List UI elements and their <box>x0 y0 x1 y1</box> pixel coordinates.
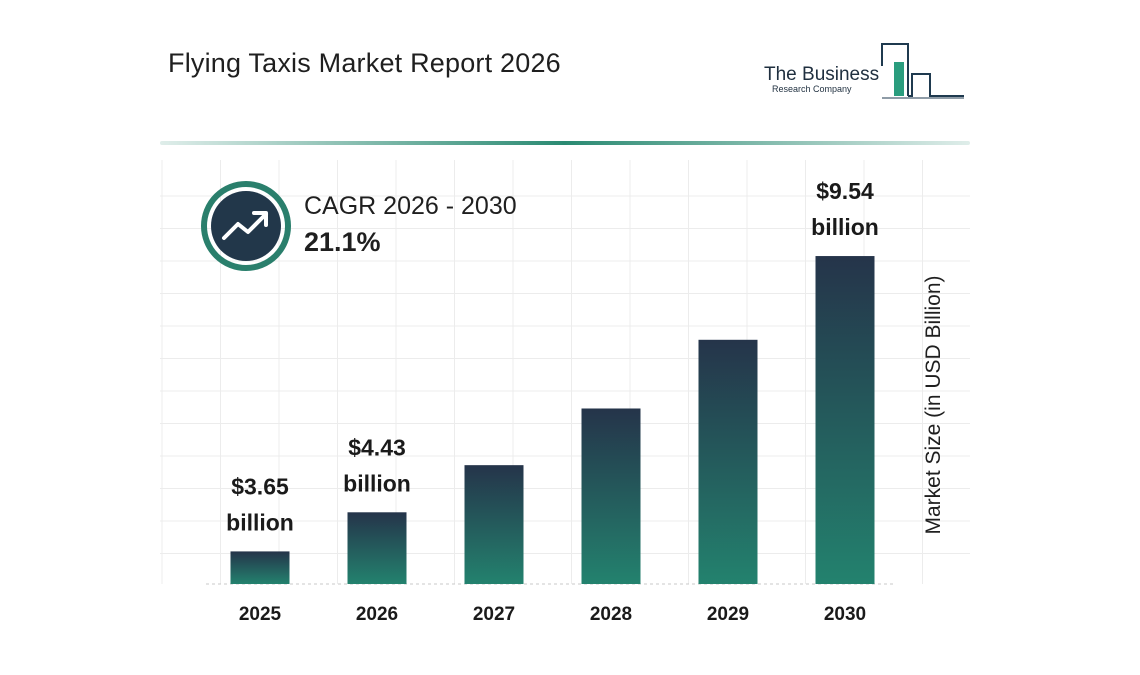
data-label-value-2030: $9.54 <box>816 178 874 204</box>
cagr-badge <box>201 181 291 271</box>
company-logo: The Business Research Company <box>764 43 964 99</box>
x-tick-2027: 2027 <box>473 604 515 625</box>
logo-text-line2: Research Company <box>772 84 852 94</box>
chart-title: Flying Taxis Market Report 2026 <box>168 48 561 78</box>
data-label-value-2025: $3.65 <box>231 473 289 499</box>
x-tick-2026: 2026 <box>356 604 398 625</box>
bar-2027 <box>464 465 524 584</box>
x-tick-2028: 2028 <box>590 604 632 625</box>
logo-graphic <box>881 43 964 99</box>
bar-2025 <box>230 551 290 584</box>
data-label-value-2026: $4.43 <box>348 434 406 460</box>
bar-2029 <box>698 339 758 584</box>
trend-up-icon <box>222 211 268 240</box>
logo-text-line1: The Business <box>764 64 879 85</box>
data-label-unit-2026: billion <box>343 470 411 496</box>
cagr-label: CAGR 2026 - 2030 <box>304 192 517 220</box>
data-label-unit-2030: billion <box>811 214 879 240</box>
cagr-block: CAGR 2026 - 2030 21.1% <box>304 192 517 258</box>
x-tick-2029: 2029 <box>707 604 749 625</box>
bar-2028 <box>581 408 641 584</box>
x-tick-2030: 2030 <box>824 604 866 625</box>
header-divider <box>160 141 970 145</box>
data-labels-layer: $3.65 billion $4.43 billion $9.54 billion <box>226 178 879 535</box>
x-tick-2025: 2025 <box>239 604 282 625</box>
y-axis-label: Market Size (in USD Billion) <box>922 275 945 534</box>
data-label-unit-2025: billion <box>226 509 294 535</box>
x-tick-labels: 2025 2026 2027 2028 2029 2030 <box>239 604 866 625</box>
cagr-value: 21.1% <box>304 227 381 257</box>
bar-2030 <box>815 256 875 584</box>
bar-2026 <box>347 512 407 584</box>
bars-layer <box>230 256 875 584</box>
